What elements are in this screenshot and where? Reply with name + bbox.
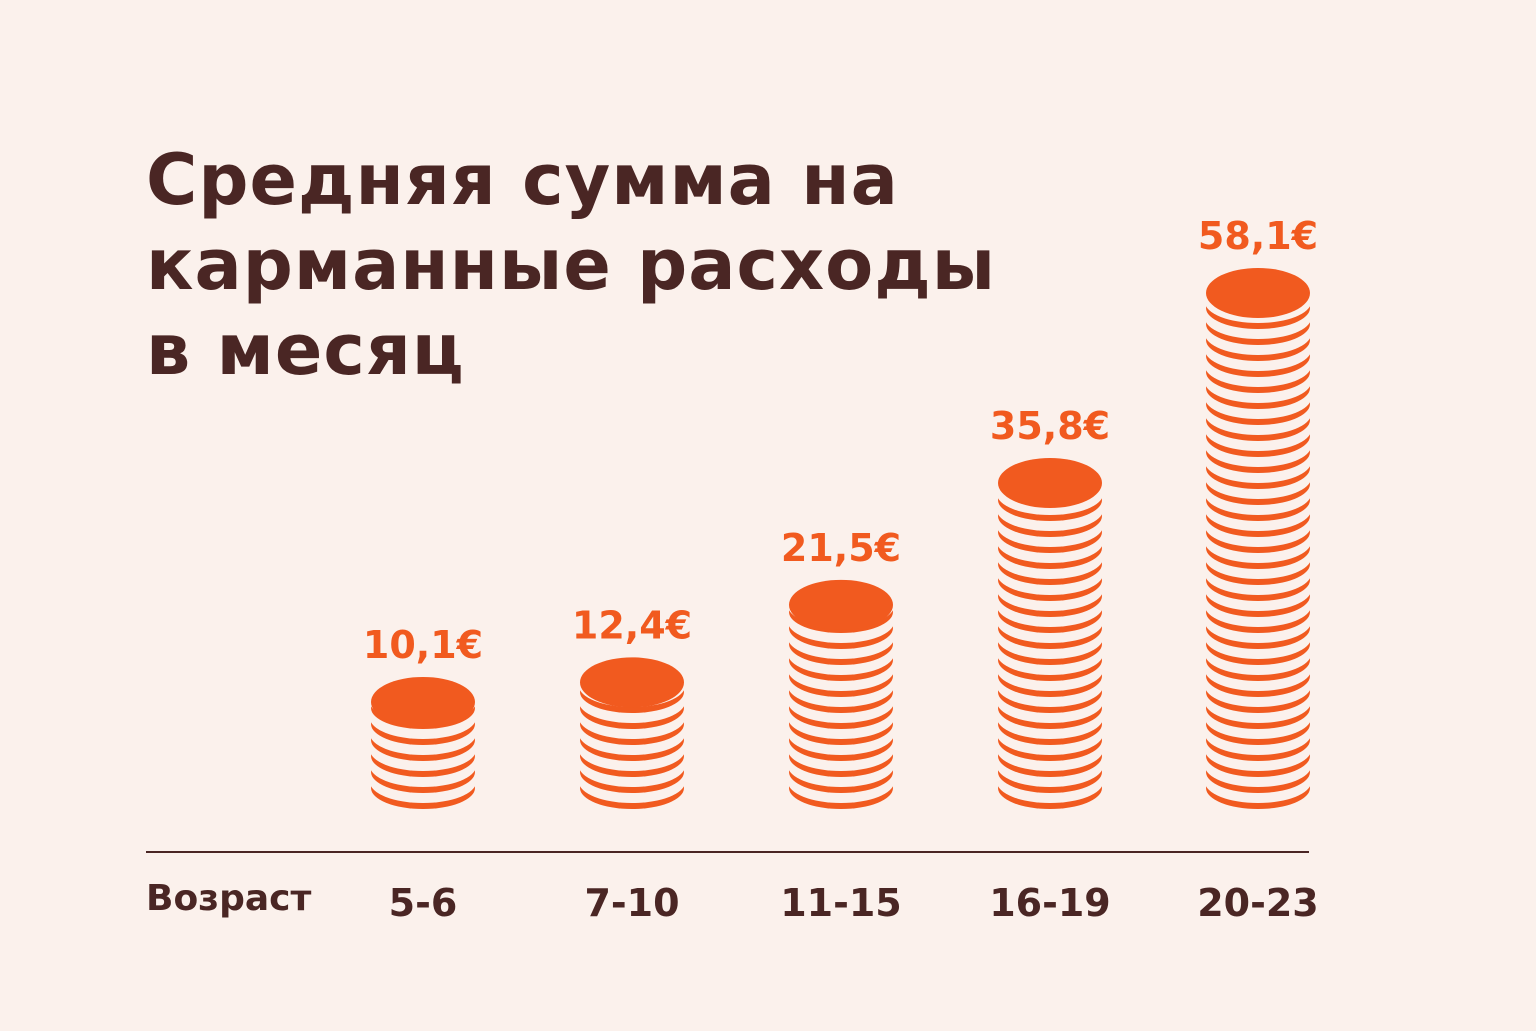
coin-stack (579, 657, 685, 809)
chart-title-line: в месяц (146, 309, 465, 391)
chart-title: Средняя сумма на карманные расходы в мес… (146, 138, 1046, 393)
coin-top (998, 457, 1102, 508)
coin-stack (370, 676, 476, 809)
coin-top (580, 657, 684, 708)
data-label: 35,8€ (990, 404, 1110, 448)
data-label: 21,5€ (781, 526, 901, 570)
coin-top (789, 579, 893, 630)
category-label: 11-15 (780, 881, 902, 925)
coin-stack (788, 579, 894, 809)
x-axis-label: Возраст (146, 878, 312, 919)
category-label: 16-19 (989, 881, 1111, 925)
data-label: 12,4€ (572, 603, 692, 647)
category-label: 7-10 (584, 881, 679, 925)
coin-stack (997, 457, 1103, 809)
category-label: 20-23 (1197, 881, 1319, 925)
coin-top (371, 676, 475, 727)
data-label: 58,1€ (1198, 214, 1318, 258)
category-label: 5-6 (389, 881, 458, 925)
coin-stack (1205, 267, 1311, 809)
chart-title-line: Средняя сумма на (146, 139, 899, 221)
chart-title-line: карманные расходы (146, 224, 997, 306)
coin-top (1206, 267, 1310, 318)
data-label: 10,1€ (363, 623, 483, 667)
